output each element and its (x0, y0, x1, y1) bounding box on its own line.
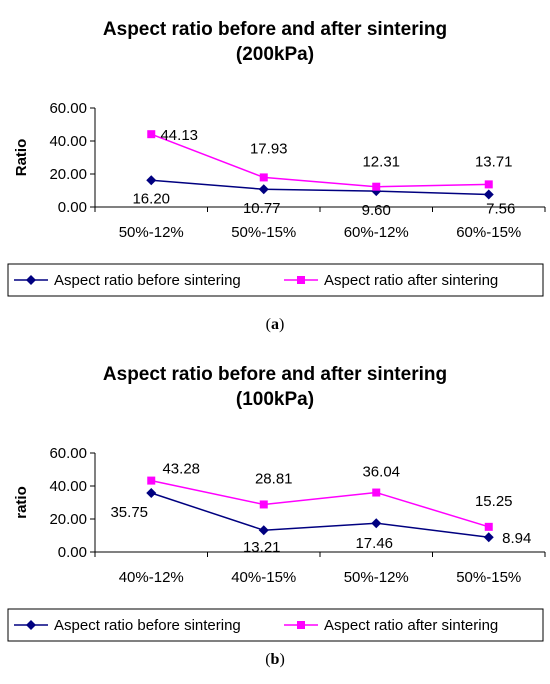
data-point-before (146, 488, 157, 499)
data-label: 15.25 (475, 493, 513, 510)
data-point-after (259, 500, 268, 509)
chart-title: Aspect ratio before and after sintering (103, 364, 447, 385)
data-label: 17.46 (355, 535, 393, 552)
data-label: 28.81 (255, 470, 293, 487)
data-label: 16.20 (132, 190, 170, 207)
data-label: 7.56 (486, 201, 515, 218)
chart-b: Aspect ratio before and after sintering (… (7, 364, 546, 668)
data-label: 36.04 (362, 464, 400, 481)
series-line-after (151, 479, 489, 528)
data-label: 17.93 (250, 140, 288, 157)
figure-caption: (b) (265, 651, 285, 668)
legend-marker (297, 276, 305, 284)
legend (7, 263, 544, 297)
x-tick-label: 60%-12% (344, 224, 409, 241)
data-label: 13.71 (475, 153, 513, 170)
y-tick-label: 20.00 (49, 166, 87, 183)
y-tick-label: 40.00 (49, 133, 87, 150)
legend-label: Aspect ratio before sintering (54, 617, 241, 634)
y-tick-label: 60.00 (49, 445, 87, 462)
y-axis-label: ratio (13, 486, 30, 519)
chart-subtitle: (100kPa) (236, 389, 314, 410)
x-tick-label: 50%-15% (456, 569, 521, 586)
data-label: 43.28 (162, 461, 200, 478)
legend-marker (26, 275, 36, 285)
data-point-before (483, 532, 494, 543)
data-point-after (372, 488, 381, 497)
data-label: 12.31 (362, 154, 400, 171)
legend-marker (297, 621, 305, 629)
x-tick-label: 50%-15% (231, 224, 296, 241)
data-point-after (147, 130, 156, 139)
series-line-before (151, 179, 489, 196)
x-tick-label: 50%-12% (344, 569, 409, 586)
data-point-before (371, 518, 382, 529)
legend-marker (26, 620, 36, 630)
y-axis-label: Ratio (13, 139, 30, 177)
y-tick-label: 60.00 (49, 100, 87, 117)
chart-a: Aspect ratio before and after sintering (… (7, 19, 546, 333)
data-point-after (147, 476, 156, 485)
y-tick-label: 0.00 (58, 199, 87, 216)
y-tick-label: 20.00 (49, 511, 87, 528)
data-label: 9.60 (362, 202, 391, 219)
data-point-before (258, 525, 269, 536)
legend-label: Aspect ratio after sintering (324, 617, 498, 634)
y-tick-label: 40.00 (49, 478, 87, 495)
data-label: 44.13 (160, 127, 198, 144)
data-point-after (259, 173, 268, 182)
series-line-after (150, 133, 489, 188)
x-tick-label: 50%-12% (119, 224, 184, 241)
figure-caption: (a) (266, 316, 285, 333)
data-point-after (484, 522, 493, 531)
legend (7, 608, 544, 642)
legend-label: Aspect ratio after sintering (324, 272, 498, 289)
chart-subtitle: (200kPa) (236, 44, 314, 65)
legend-label: Aspect ratio before sintering (54, 272, 241, 289)
chart-title: Aspect ratio before and after sintering (103, 19, 447, 40)
series-line-before (151, 492, 489, 538)
data-label: 35.75 (110, 504, 148, 521)
x-tick-label: 40%-15% (231, 569, 296, 586)
data-point-after (484, 180, 493, 189)
x-tick-label: 60%-15% (456, 224, 521, 241)
y-tick-label: 0.00 (58, 544, 87, 561)
data-label: 8.94 (502, 530, 531, 547)
data-point-before (146, 175, 157, 186)
data-label: 10.77 (243, 200, 281, 217)
data-label: 13.21 (243, 539, 281, 556)
x-tick-label: 40%-12% (119, 569, 184, 586)
data-point-before (483, 189, 494, 200)
data-point-after (372, 182, 381, 191)
data-point-before (258, 184, 269, 195)
